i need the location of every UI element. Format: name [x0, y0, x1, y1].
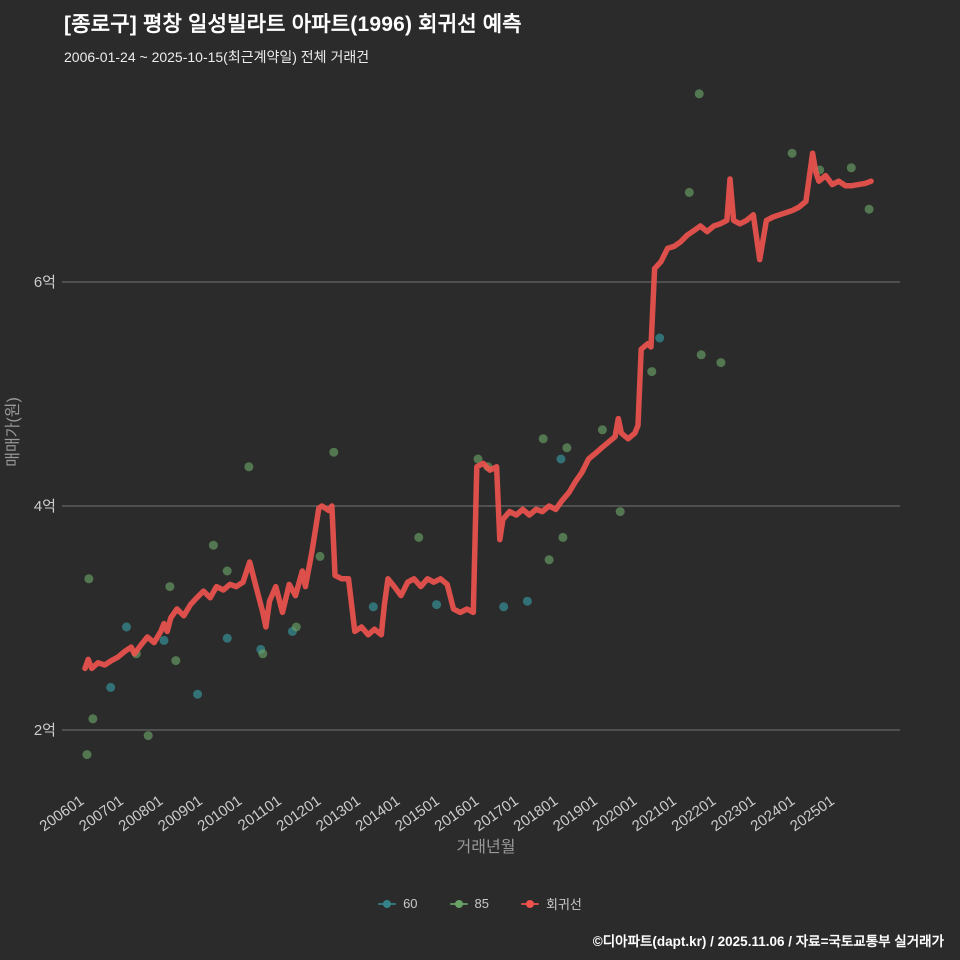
scatter-point-85: [716, 358, 726, 368]
scatter-point-85: [562, 443, 572, 453]
scatter-point-60: [122, 622, 131, 632]
chart-header: [종로구] 평창 일성빌라트 아파트(1996) 회귀선 예측 2006-01-…: [64, 8, 522, 67]
x-tick-label: 201301: [313, 792, 364, 835]
scatter-point-85: [143, 731, 153, 741]
series-85-marker-icon: [449, 899, 468, 909]
scatter-point-60: [432, 600, 442, 610]
regression-line: [82, 150, 874, 672]
x-tick-label: 201201: [274, 792, 325, 835]
x-tick-label: 201601: [432, 792, 483, 835]
legend-label-60: 60: [403, 896, 418, 911]
scatter-point-60: [522, 596, 532, 606]
legend-label-85: 85: [474, 896, 490, 911]
legend-label-regression: 회귀선: [546, 897, 582, 912]
regression-marker-icon: [521, 899, 540, 909]
scatter-point-85: [696, 350, 706, 360]
scatter-point-85: [615, 507, 625, 517]
x-tick-label: 201001: [195, 792, 246, 835]
scatter-point-60: [655, 333, 665, 343]
scatter-point-85: [88, 714, 98, 724]
y-tick-label: 6억: [34, 274, 56, 291]
x-axis-title: 거래년월: [457, 838, 516, 856]
scatter-point-85: [473, 454, 483, 464]
scatter-point-85: [787, 148, 797, 158]
scatter-point-60: [159, 635, 169, 645]
scatter-point-60: [193, 689, 203, 699]
legend-item-85[interactable]: 85: [449, 896, 490, 911]
x-tick-label: 201901: [550, 792, 601, 835]
x-tick-label: 201701: [471, 792, 522, 835]
scatter-point-85: [544, 555, 554, 565]
scatter-point-85: [208, 540, 218, 550]
scatter-point-85: [244, 462, 254, 472]
x-tick-label: 202301: [708, 792, 759, 835]
scatter-point-85: [222, 566, 232, 576]
scatter-point-85: [165, 582, 175, 592]
scatter-point-85: [538, 434, 548, 444]
x-tick-label: 201501: [392, 792, 443, 835]
scatter-point-85: [82, 750, 92, 760]
legend-item-60[interactable]: 60: [378, 896, 418, 911]
page-subtitle: 2006-01-24 ~ 2025-10-15(최근계약일) 전체 거래건: [64, 49, 370, 65]
scatter-point-60: [556, 454, 566, 464]
scatter-point-85: [684, 187, 694, 197]
x-tick-label: 200801: [116, 792, 167, 835]
scatter-point-85: [558, 532, 568, 542]
scatter-point-85: [694, 89, 704, 99]
x-tick-label: 200901: [155, 792, 206, 835]
scatter-point-85: [414, 532, 424, 542]
scatter-point-85: [258, 649, 268, 659]
scatter-point-60: [368, 602, 378, 612]
series-60-marker-icon: [378, 899, 397, 909]
x-tick-label: 202501: [787, 792, 838, 835]
page-title: [종로구] 평창 일성빌라트 아파트(1996) 회귀선 예측: [64, 13, 522, 36]
scatter-point-85: [597, 425, 607, 435]
legend-item-regression[interactable]: 회귀선: [521, 894, 582, 913]
x-tick-label: 200701: [76, 792, 127, 835]
x-tick-label: 201401: [353, 792, 404, 835]
x-tick-label: 200601: [37, 792, 88, 835]
x-tick-label: 202001: [590, 792, 641, 835]
scatter-point-85: [846, 163, 856, 173]
scatter-point-85: [84, 574, 94, 584]
scatter-point-85: [291, 622, 301, 632]
scatter-point-85: [864, 204, 874, 214]
x-tick-label: 202101: [629, 792, 680, 835]
y-axis-title: 매매가(원): [4, 397, 22, 467]
scatter-point-85: [171, 656, 181, 666]
scatter-point-85: [647, 367, 657, 377]
source-credit: ©디아파트(dapt.kr) / 2025.11.06 / 자료=국토교통부 실…: [592, 934, 944, 949]
x-tick-label: 202401: [748, 792, 799, 835]
scatter-point-60: [106, 682, 116, 692]
scatter-point-60: [499, 602, 509, 612]
x-tick-label: 201801: [511, 792, 562, 835]
legend: 60 85 회귀선: [0, 894, 960, 913]
y-tick-label: 2억: [34, 722, 56, 739]
y-tick-label: 4억: [34, 498, 56, 515]
x-tick-label: 202201: [669, 792, 720, 835]
scatter-point-85: [329, 447, 339, 457]
scatter-point-60: [222, 633, 232, 643]
scatter-point-85: [315, 551, 325, 561]
